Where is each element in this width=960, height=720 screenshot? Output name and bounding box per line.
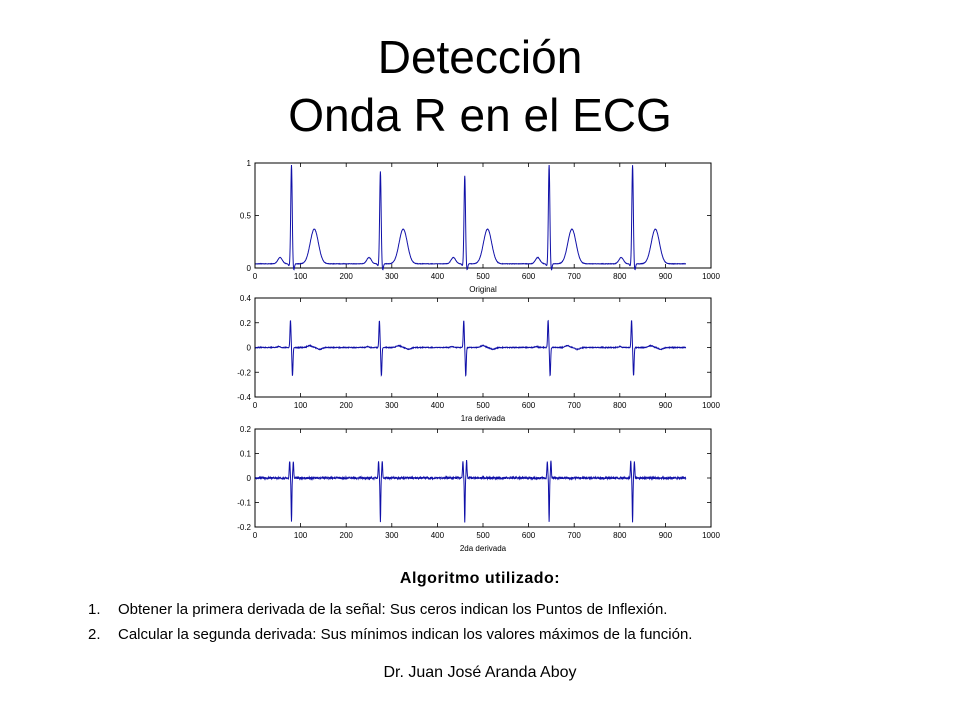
step-number: 1. — [88, 601, 101, 618]
x-tick-label: 200 — [340, 401, 354, 410]
x-tick-label: 300 — [385, 272, 399, 281]
x-tick-label: 0 — [253, 272, 258, 281]
y-tick-label: -0.4 — [237, 393, 251, 402]
x-tick-label: 700 — [568, 401, 582, 410]
y-tick-label: -0.2 — [237, 523, 251, 532]
x-tick-label: 700 — [568, 531, 582, 540]
author-footer: Dr. Juan José Aranda Aboy — [383, 664, 577, 681]
x-tick-label: 200 — [340, 531, 354, 540]
y-tick-label: 1 — [247, 159, 252, 168]
x-tick-label: 900 — [659, 531, 673, 540]
x-tick-label: 400 — [431, 531, 445, 540]
y-tick-label: -0.1 — [237, 499, 251, 508]
x-tick-label: 500 — [476, 531, 490, 540]
y-tick-label: 0 — [247, 344, 252, 353]
x-tick-label: 800 — [613, 401, 627, 410]
y-tick-label: 0.2 — [240, 425, 252, 434]
x-tick-label: 200 — [340, 272, 354, 281]
title-line-1: Detección — [377, 31, 583, 83]
x-axis-label: 2da derivada — [460, 544, 507, 553]
series-line — [255, 165, 687, 271]
x-tick-label: 300 — [385, 531, 399, 540]
list-item: 1. Obtener la primera derivada de la señ… — [88, 600, 692, 625]
x-tick-label: 600 — [522, 531, 536, 540]
y-tick-label: 0.2 — [240, 319, 252, 328]
plot-frame — [254, 162, 712, 269]
x-tick-label: 300 — [385, 401, 399, 410]
x-tick-label: 800 — [613, 531, 627, 540]
chart-panel-2: 0 100 200 300 400 500 600 700 800 900 1000 -0.4 -0.2… — [237, 294, 720, 423]
x-tick-label: 500 — [476, 401, 490, 410]
step-text: Obtener la primera derivada de la señal:… — [118, 601, 668, 618]
x-tick-label: 1000 — [702, 272, 720, 281]
list-item: 2. Calcular la segunda derivada: Sus mín… — [88, 625, 692, 650]
step-number: 2. — [88, 626, 101, 643]
algorithm-heading: Algoritmo utilizado: — [399, 570, 561, 587]
algorithm-steps: 1. Obtener la primera derivada de la señ… — [88, 600, 692, 650]
y-tick-label: 0.5 — [240, 212, 252, 221]
x-tick-label: 700 — [568, 272, 582, 281]
chart-panel-1: 0 100 200 300 400 500 600 700 800 900 1000 0 0.5 1 Ori… — [240, 159, 721, 294]
x-tick-label: 1000 — [702, 531, 720, 540]
step-text: Calcular la segunda derivada: Sus mínimo… — [118, 626, 693, 643]
x-tick-label: 900 — [659, 272, 673, 281]
x-tick-label: 500 — [476, 272, 490, 281]
x-tick-label: 0 — [253, 401, 258, 410]
x-tick-label: 100 — [294, 272, 308, 281]
x-axis-label: 1ra derivada — [461, 414, 506, 423]
x-tick-label: 400 — [431, 272, 445, 281]
x-tick-label: 900 — [659, 401, 673, 410]
series-line — [254, 459, 687, 523]
y-tick-label: 0.1 — [240, 450, 252, 459]
slide-title: Detección Onda R en el ECG — [0, 28, 960, 144]
x-tick-label: 800 — [613, 272, 627, 281]
y-tick-label: 0.4 — [240, 294, 252, 303]
title-line-2: Onda R en el ECG — [288, 89, 672, 141]
y-tick-label: -0.2 — [237, 368, 251, 377]
x-tick-label: 0 — [253, 531, 258, 540]
x-tick-label: 100 — [294, 531, 308, 540]
x-tick-label: 400 — [431, 401, 445, 410]
chart-panel-3: 0 100 200 300 400 500 600 700 800 900 1000 -0.2 -0.1… — [237, 425, 720, 553]
y-tick-label: 0 — [247, 264, 252, 273]
x-tick-label: 600 — [522, 401, 536, 410]
x-tick-label: 100 — [294, 401, 308, 410]
x-axis-label: Original — [469, 285, 497, 294]
x-tick-label: 600 — [522, 272, 536, 281]
y-tick-label: 0 — [247, 474, 252, 483]
series-line — [255, 319, 687, 377]
x-tick-label: 1000 — [702, 401, 720, 410]
